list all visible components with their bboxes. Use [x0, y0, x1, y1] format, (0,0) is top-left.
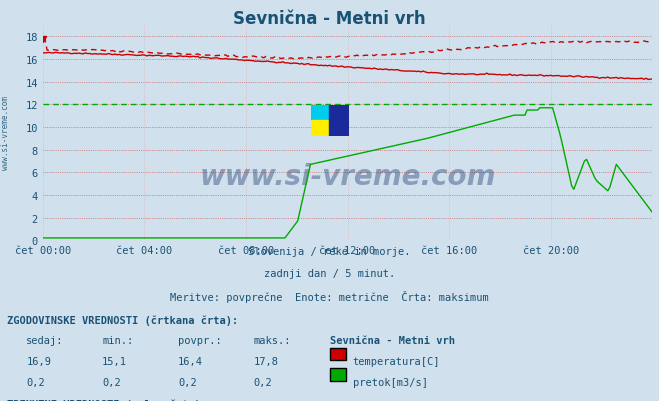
Text: pretok[m3/s]: pretok[m3/s] [353, 377, 428, 387]
Text: Slovenija / reke in morje.: Slovenija / reke in morje. [248, 247, 411, 257]
Text: povpr.:: povpr.: [178, 336, 221, 346]
Text: 17,8: 17,8 [254, 356, 279, 367]
Text: www.si-vreme.com: www.si-vreme.com [1, 95, 10, 169]
Text: min.:: min.: [102, 336, 133, 346]
Text: sedaj:: sedaj: [26, 336, 64, 346]
Text: temperatura[C]: temperatura[C] [353, 356, 440, 367]
Text: 0,2: 0,2 [178, 377, 196, 387]
Text: www.si-vreme.com: www.si-vreme.com [200, 162, 496, 190]
Text: TRENUTNE VREDNOSTI (polna črta):: TRENUTNE VREDNOSTI (polna črta): [7, 398, 206, 401]
Text: 16,4: 16,4 [178, 356, 203, 367]
Text: Sevnična - Metni vrh: Sevnična - Metni vrh [330, 336, 455, 346]
Text: Sevnična - Metni vrh: Sevnična - Metni vrh [233, 10, 426, 28]
Text: maks.:: maks.: [254, 336, 291, 346]
Text: 0,2: 0,2 [102, 377, 121, 387]
Text: 0,2: 0,2 [26, 377, 45, 387]
Text: 15,1: 15,1 [102, 356, 127, 367]
Text: zadnji dan / 5 minut.: zadnji dan / 5 minut. [264, 269, 395, 279]
Text: ZGODOVINSKE VREDNOSTI (črtkana črta):: ZGODOVINSKE VREDNOSTI (črtkana črta): [7, 315, 238, 325]
Text: 16,9: 16,9 [26, 356, 51, 367]
Text: 0,2: 0,2 [254, 377, 272, 387]
Text: Meritve: povprečne  Enote: metrične  Črta: maksimum: Meritve: povprečne Enote: metrične Črta:… [170, 291, 489, 303]
